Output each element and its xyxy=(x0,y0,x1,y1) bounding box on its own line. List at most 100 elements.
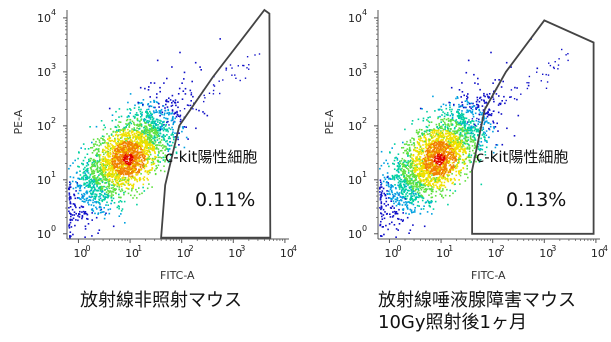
event-dot xyxy=(411,123,413,125)
event-dot xyxy=(431,162,433,165)
event-dot xyxy=(403,172,406,174)
event-dot xyxy=(422,190,425,193)
event-dot xyxy=(382,208,385,211)
event-dot xyxy=(439,165,441,167)
event-dot xyxy=(134,179,136,181)
event-dot xyxy=(151,136,153,139)
event-dot xyxy=(120,161,122,164)
event-dot xyxy=(148,149,150,151)
event-dot xyxy=(467,136,469,139)
event-dot xyxy=(128,122,131,124)
event-dot xyxy=(147,161,149,164)
event-dot xyxy=(100,161,102,164)
event-dot xyxy=(450,138,452,141)
event-dot xyxy=(441,194,443,197)
event-dot xyxy=(408,190,410,192)
event-dot xyxy=(128,168,130,171)
event-dot xyxy=(231,67,233,69)
event-dot xyxy=(106,159,108,161)
event-dot xyxy=(156,134,159,137)
event-dot xyxy=(124,178,127,181)
event-dot xyxy=(472,132,474,135)
event-dot xyxy=(156,136,158,139)
event-dot xyxy=(106,143,109,146)
event-dot xyxy=(182,127,184,130)
event-dot xyxy=(477,123,479,125)
event-dot xyxy=(456,111,458,113)
event-dot xyxy=(385,184,388,187)
event-dot xyxy=(139,135,141,138)
event-dot xyxy=(450,124,453,126)
event-dot xyxy=(404,204,407,206)
event-dot xyxy=(115,163,117,166)
event-dot xyxy=(405,183,407,185)
event-dot xyxy=(388,178,390,180)
event-dot xyxy=(171,112,174,114)
event-dot xyxy=(107,161,110,163)
event-dot xyxy=(102,168,105,170)
event-dot xyxy=(421,139,423,142)
x-tick-base: 10 xyxy=(73,247,87,260)
event-dot xyxy=(466,165,468,167)
event-dot xyxy=(117,149,119,152)
event-dot xyxy=(118,188,121,191)
event-dot xyxy=(130,139,133,142)
event-dot xyxy=(504,102,506,105)
event-dot xyxy=(111,171,114,173)
event-dot xyxy=(143,120,145,122)
event-dot xyxy=(86,184,88,187)
event-dot xyxy=(102,139,104,141)
event-dot xyxy=(451,167,454,169)
event-dot xyxy=(112,188,115,191)
event-dot xyxy=(94,161,97,164)
event-dot xyxy=(454,152,457,154)
event-dot xyxy=(134,142,137,145)
event-dot xyxy=(110,187,113,189)
event-dot xyxy=(77,165,79,168)
event-dot xyxy=(430,159,432,162)
event-dot xyxy=(439,193,442,195)
event-dot xyxy=(140,132,142,135)
event-dot xyxy=(380,220,382,223)
event-dot xyxy=(492,151,495,154)
event-dot xyxy=(453,147,456,150)
event-dot xyxy=(437,178,440,180)
event-dot xyxy=(105,158,107,160)
event-dot xyxy=(400,184,402,186)
event-dot xyxy=(172,100,174,102)
event-dot xyxy=(107,150,110,153)
event-dot xyxy=(146,126,148,129)
event-dot xyxy=(150,114,152,116)
event-dot xyxy=(410,209,413,211)
event-dot xyxy=(466,95,468,97)
event-dot xyxy=(139,156,142,159)
event-dot xyxy=(114,134,117,137)
event-dot xyxy=(101,135,104,137)
event-dot xyxy=(121,183,123,185)
event-dot xyxy=(420,189,423,191)
event-dot xyxy=(125,133,128,135)
event-dot xyxy=(464,117,466,119)
event-dot xyxy=(73,214,76,216)
event-dot xyxy=(420,137,423,139)
event-dot xyxy=(141,149,144,151)
event-dot xyxy=(150,161,153,164)
event-dot xyxy=(157,148,160,150)
event-dot xyxy=(143,137,145,139)
event-dot xyxy=(460,147,462,150)
event-dot xyxy=(423,188,426,191)
event-dot xyxy=(421,167,424,170)
event-dot xyxy=(166,129,169,131)
event-dot xyxy=(69,221,72,224)
event-dot xyxy=(69,231,72,233)
event-dot xyxy=(128,161,130,164)
event-dot xyxy=(423,169,425,172)
event-dot xyxy=(459,144,461,146)
event-dot xyxy=(114,140,116,143)
event-dot xyxy=(429,156,431,159)
event-dot xyxy=(470,131,473,134)
event-dot xyxy=(426,154,429,156)
event-dot xyxy=(420,208,423,210)
event-dot xyxy=(109,162,111,164)
event-dot xyxy=(401,193,404,195)
